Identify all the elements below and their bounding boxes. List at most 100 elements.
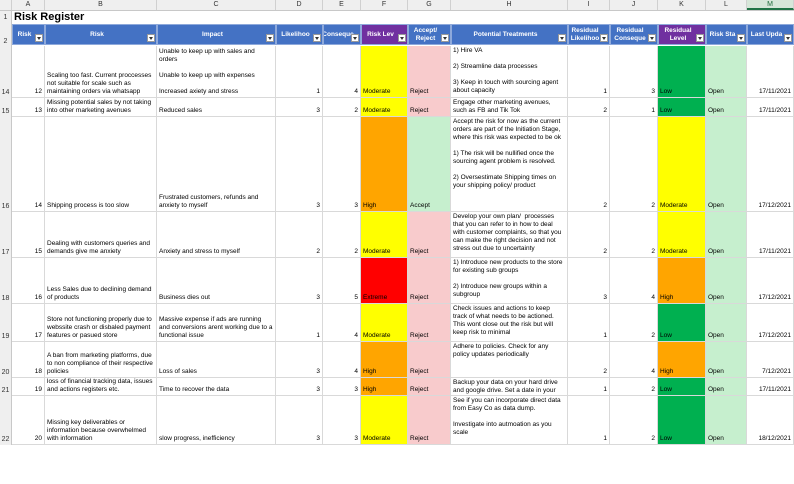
cell-residual-consequence[interactable]: 3 [610,46,658,98]
cell-risk[interactable]: Computer breaks down, resulting in loss … [45,378,157,396]
row-number[interactable]: 2 [0,24,12,46]
cell-accept-reject[interactable]: Reject [408,378,451,396]
cell-last-updated[interactable]: 17/12/2021 [747,117,794,212]
cell-consequence[interactable]: 2 [323,98,361,117]
filter-dropdown-icon[interactable] [147,34,155,42]
cell-risk[interactable]: Missing key deliverables or information … [45,396,157,445]
cell-residual-level[interactable]: Low [658,378,706,396]
cell-risk-level[interactable]: Moderate [361,98,408,117]
cell-accept-reject[interactable]: Reject [408,212,451,258]
row-number[interactable]: 17 [0,212,12,258]
cell-accept-reject[interactable]: Reject [408,396,451,445]
cell-likelihood[interactable]: 3 [276,396,323,445]
select-all-corner[interactable] [0,0,12,10]
cell-impact[interactable]: Time to recover the data [157,378,276,396]
cell-impact[interactable]: Loss of sales [157,342,276,378]
cell-residual-likelihood[interactable]: 1 [568,378,610,396]
cell-residual-consequence[interactable]: 4 [610,258,658,304]
filter-dropdown-icon[interactable] [558,34,566,42]
cell-risk-id[interactable]: 14 [12,117,45,212]
cell-risk[interactable]: A ban from marketing platforms, due to n… [45,342,157,378]
cell-residual-level[interactable]: Moderate [658,117,706,212]
cell-risk[interactable]: Dealing with customers queries and deman… [45,212,157,258]
cell-risk-status[interactable]: Open [706,304,747,342]
cell-impact[interactable]: Frustrated customers, refunds and anxiet… [157,117,276,212]
cell-impact[interactable]: slow progress, inefficiency [157,396,276,445]
column-header-c[interactable]: C [157,0,276,10]
cell-risk-status[interactable]: Open [706,378,747,396]
column-header-f[interactable]: F [361,0,408,10]
column-header-b[interactable]: B [45,0,157,10]
cell-impact[interactable]: Unable to keep up with sales and orders … [157,46,276,98]
cell-risk-id[interactable]: 18 [12,342,45,378]
cell-impact[interactable]: Anxiety and stress to myself [157,212,276,258]
cell-consequence[interactable]: 4 [323,46,361,98]
filter-dropdown-icon[interactable] [784,34,792,42]
cell-impact[interactable]: Business dies out [157,258,276,304]
filter-dropdown-icon[interactable] [398,34,406,42]
cell-consequence[interactable]: 3 [323,396,361,445]
cell-residual-level[interactable]: Low [658,304,706,342]
cell-risk-id[interactable]: 13 [12,98,45,117]
cell-last-updated[interactable]: 7/12/2021 [747,342,794,378]
cell-residual-likelihood[interactable]: 1 [568,304,610,342]
cell-likelihood[interactable]: 1 [276,304,323,342]
row-number[interactable]: 15 [0,98,12,117]
cell-consequence[interactable]: 4 [323,342,361,378]
cell-risk[interactable]: Missing potential sales by not taking in… [45,98,157,117]
row-number[interactable]: 14 [0,46,12,98]
cell-risk-status[interactable]: Open [706,212,747,258]
cell-potential-treatments[interactable]: 1) Hire VA 2) Streamline data processes … [451,46,568,98]
cell-risk-level[interactable]: Moderate [361,212,408,258]
cell-residual-consequence[interactable]: 2 [610,212,658,258]
cell-last-updated[interactable]: 17/11/2021 [747,212,794,258]
filter-dropdown-icon[interactable] [648,34,656,42]
cell-residual-level[interactable]: High [658,342,706,378]
column-header-k[interactable]: K [658,0,706,10]
cell-residual-consequence[interactable]: 4 [610,342,658,378]
filter-dropdown-icon[interactable] [737,34,745,42]
cell-residual-consequence[interactable]: 2 [610,304,658,342]
cell-potential-treatments[interactable]: Engage other marketing avenues, such as … [451,98,568,117]
column-header-m[interactable]: M [747,0,794,10]
cell-risk-status[interactable]: Open [706,98,747,117]
filter-dropdown-icon[interactable] [600,34,608,42]
cell-likelihood[interactable]: 1 [276,46,323,98]
cell-potential-treatments[interactable]: See if you can incorporate direct data f… [451,396,568,445]
cell-risk-id[interactable]: 17 [12,304,45,342]
cell-accept-reject[interactable]: Reject [408,304,451,342]
cell-consequence[interactable]: 4 [323,304,361,342]
filter-dropdown-icon[interactable] [441,34,449,42]
cell-impact[interactable]: Massive expense if ads are running and c… [157,304,276,342]
cell-last-updated[interactable]: 17/11/2021 [747,46,794,98]
cell-accept-reject[interactable]: Reject [408,258,451,304]
cell-residual-likelihood[interactable]: 1 [568,396,610,445]
cell-risk-level[interactable]: High [361,117,408,212]
cell-last-updated[interactable]: 17/12/2021 [747,304,794,342]
cell-potential-treatments[interactable]: Adhere to policies. Check for any policy… [451,342,568,378]
cell-accept-reject[interactable]: Reject [408,46,451,98]
cell-risk-id[interactable]: 15 [12,212,45,258]
cell-risk[interactable]: Store not functioning properly due to we… [45,304,157,342]
cell-risk-id[interactable]: 19 [12,378,45,396]
cell-likelihood[interactable]: 2 [276,212,323,258]
cell-risk[interactable]: Scaling too fast. Current proccesses not… [45,46,157,98]
cell-risk[interactable]: Less Sales due to declining demand of pr… [45,258,157,304]
cell-accept-reject[interactable]: Reject [408,98,451,117]
cell-potential-treatments[interactable]: Backup your data on your hard drive and … [451,378,568,396]
cell-risk-status[interactable]: Open [706,342,747,378]
cell-residual-likelihood[interactable]: 3 [568,258,610,304]
filter-dropdown-icon[interactable] [313,34,321,42]
cell-potential-treatments[interactable]: Accept the risk for now as the current o… [451,117,568,212]
cell-risk-level[interactable]: High [361,342,408,378]
filter-dropdown-icon[interactable] [35,34,43,42]
cell-consequence[interactable]: 5 [323,258,361,304]
column-header-g[interactable]: G [408,0,451,10]
cell-likelihood[interactable]: 3 [276,117,323,212]
column-header-a[interactable]: A [12,0,45,10]
cell-residual-likelihood[interactable]: 2 [568,117,610,212]
column-header-l[interactable]: L [706,0,747,10]
cell-residual-level[interactable]: Low [658,396,706,445]
row-number[interactable]: 22 [0,396,12,445]
cell-last-updated[interactable]: 17/11/2021 [747,98,794,117]
